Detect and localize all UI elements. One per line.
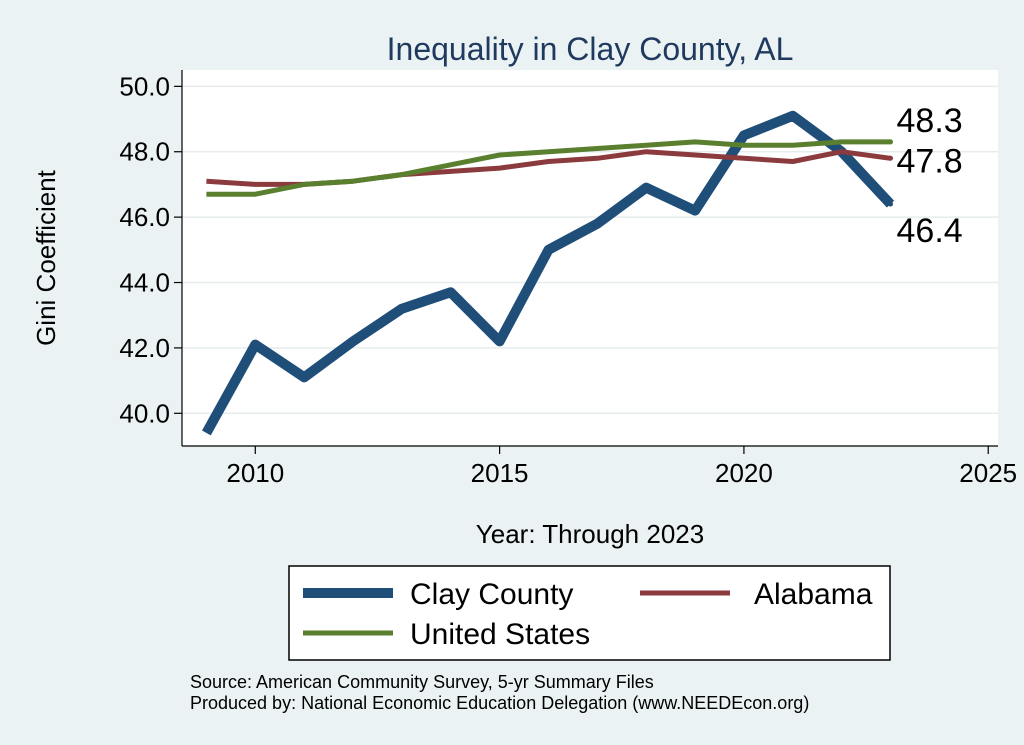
series-endpoint-clay-county — [888, 201, 894, 207]
y-tick-label: 44.0 — [119, 268, 170, 298]
legend-entry-clay-county: Clay County — [303, 578, 573, 611]
y-tick-label: 46.0 — [119, 202, 170, 232]
y-tick-label: 50.0 — [119, 71, 170, 101]
x-tick-label: 2015 — [471, 458, 529, 488]
end-label-clay-county: 46.4 — [897, 212, 963, 250]
legend-label-alabama: Alabama — [754, 578, 873, 611]
chart-title: Inequality in Clay County, AL — [387, 31, 794, 67]
source-note: Source: American Community Survey, 5-yr … — [190, 672, 654, 692]
y-ticks: 40.0 42.0 44.0 46.0 48.0 50.0 — [119, 71, 182, 428]
series-line-clay-county — [202, 110, 895, 436]
x-tick-label: 2025 — [959, 458, 1017, 488]
end-label-alabama: 47.8 — [897, 142, 963, 180]
y-tick-label: 42.0 — [119, 333, 170, 363]
y-axis-title: Gini Coefficient — [31, 169, 61, 346]
series-endpoint-alabama — [888, 155, 894, 161]
x-tick-label: 2020 — [715, 458, 773, 488]
x-axis-title: Year: Through 2023 — [476, 519, 704, 549]
x-tick-label: 2010 — [226, 458, 284, 488]
end-labels: 46.4 47.848.3 — [897, 102, 963, 250]
x-ticks: 2010 2015 2020 2025 — [226, 446, 1017, 488]
legend-label-united-states: United States — [410, 618, 590, 651]
legend-entry-alabama: Alabama — [640, 578, 873, 611]
grid-lines — [182, 85, 998, 415]
produced-by-note: Produced by: National Economic Education… — [190, 693, 809, 713]
plot-area — [182, 70, 998, 446]
legend-label-clay-county: Clay County — [410, 578, 573, 611]
end-label-united-states: 48.3 — [897, 102, 963, 140]
y-tick-label: 40.0 — [119, 398, 170, 428]
legend-box — [288, 565, 891, 661]
series-line-united-states — [206, 139, 891, 197]
series-group — [202, 110, 895, 436]
y-tick-label: 48.0 — [119, 137, 170, 167]
legend-entry-united-states: United States — [303, 618, 590, 651]
series-endpoint-united-states — [888, 139, 894, 145]
